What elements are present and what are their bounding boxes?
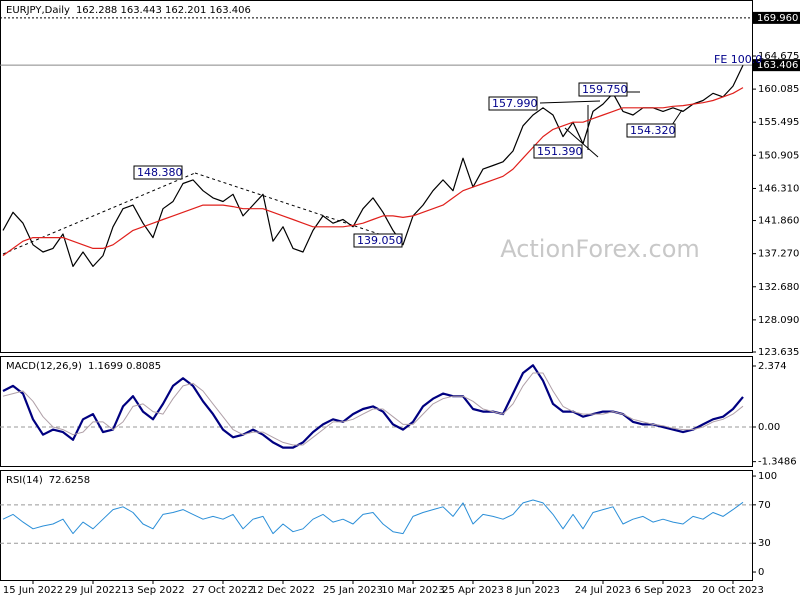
price-label-box <box>753 59 800 72</box>
annotation-box <box>488 96 538 111</box>
panel-subtitle: 162.288 163.443 162.201 163.406 <box>76 5 251 16</box>
annotation-box <box>626 123 676 138</box>
annotation-box <box>578 82 628 97</box>
y-tick-label: 150.905 <box>758 150 799 161</box>
annotation: 157.990 <box>492 97 538 110</box>
panel-frame <box>0 470 753 581</box>
x-tick-label: 20 Oct 2023 <box>702 585 764 596</box>
x-tick-label: 27 Oct 2022 <box>192 585 254 596</box>
trendlines <box>2 91 683 255</box>
x-tick-label: 12 Dec 2022 <box>251 585 315 596</box>
x-tick-label: 8 Jun 2023 <box>506 585 560 596</box>
series-line <box>2 372 744 446</box>
x-tick-label: 10 Mar 2023 <box>381 585 444 596</box>
price-label-box <box>753 11 800 24</box>
series-line <box>2 87 744 257</box>
y-tick-label: 155.495 <box>758 117 799 128</box>
trendline <box>539 100 601 104</box>
x-tick-label: 15 Jun 2022 <box>3 585 63 596</box>
annotation-box <box>533 144 583 159</box>
y-tick-label: 128.090 <box>758 315 799 326</box>
x-tick-label: 13 Sep 2022 <box>121 585 184 596</box>
y-tick-label: 0 <box>758 567 764 578</box>
x-tick-label: 24 Jul 2023 <box>575 585 632 596</box>
price-label: 163.406 <box>757 60 798 71</box>
annotation: FE 100.0 <box>714 53 762 66</box>
x-tick-label: 25 Apr 2023 <box>442 585 504 596</box>
annotation-box <box>133 165 183 180</box>
y-tick-label: 141.860 <box>758 216 799 227</box>
x-tick-label: 25 Jan 2023 <box>323 585 383 596</box>
y-tick-label: 123.635 <box>758 347 799 358</box>
y-tick-label: 137.270 <box>758 249 799 260</box>
trendline <box>671 109 683 126</box>
panel-subtitle: 1.1699 0.8085 <box>88 361 161 372</box>
annotation: 151.390 <box>537 145 583 158</box>
y-tick-label: 2.374 <box>758 361 787 372</box>
panel-title: RSI(14) <box>6 475 43 486</box>
y-tick-label: 160.085 <box>758 84 799 95</box>
panel-frame <box>0 0 753 353</box>
y-tick-label: 132.680 <box>758 282 799 293</box>
series-line <box>2 64 744 267</box>
annotation: 139.050 <box>357 234 403 247</box>
trendline <box>2 172 196 255</box>
panel-frame <box>0 356 753 467</box>
panel-title: MACD(12,26,9) <box>6 361 82 372</box>
annotation: 159.750 <box>582 83 628 96</box>
y-tick-label: 146.310 <box>758 183 799 194</box>
y-tick-label: 100 <box>758 471 777 482</box>
annotation: 154.320 <box>630 124 676 137</box>
x-tick-label: 6 Sep 2023 <box>634 585 691 596</box>
y-tick-label: 70 <box>758 500 771 511</box>
price-label: 169.960 <box>757 13 798 24</box>
watermark: ActionForex.com <box>500 235 700 263</box>
y-tick-label: 164.675 <box>758 51 799 62</box>
y-tick-label: 30 <box>758 538 771 549</box>
y-tick-label: 0.00 <box>758 422 780 433</box>
trendline <box>564 127 599 158</box>
panel-subtitle: 72.6258 <box>49 475 90 486</box>
x-tick-label: 29 Jul 2022 <box>65 585 122 596</box>
annotation-box <box>353 233 403 248</box>
series-line <box>2 499 744 535</box>
annotation: 148.380 <box>137 166 183 179</box>
y-tick-label: -1.3486 <box>758 457 797 468</box>
panel-title: EURJPY,Daily <box>6 5 70 16</box>
